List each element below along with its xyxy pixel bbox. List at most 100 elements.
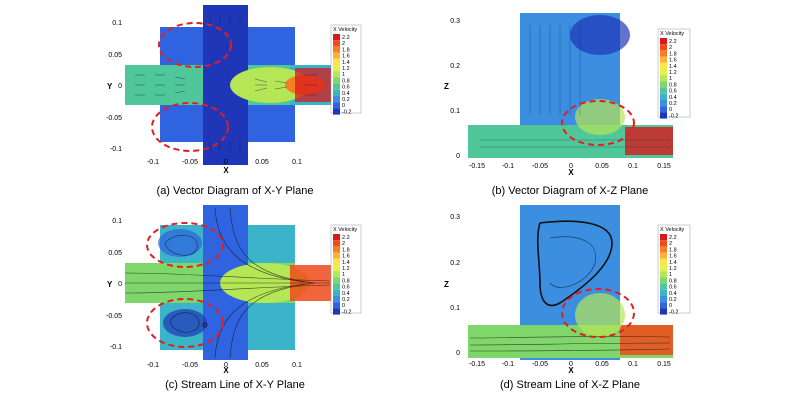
legend-level-label: 1 xyxy=(342,72,345,78)
legend-swatch xyxy=(333,271,340,278)
y-tick: 0 xyxy=(456,350,460,357)
stream-lines xyxy=(469,236,671,352)
legend-level-label: 0.6 xyxy=(669,285,677,291)
y-tick: 0 xyxy=(118,281,122,288)
recirculation-highlight-top xyxy=(146,222,224,268)
x-axis: -0.1 -0.05 0 0.05 0.1 X xyxy=(147,159,302,175)
legend-level-label: 2.2 xyxy=(669,235,677,241)
legend-swatch xyxy=(333,277,340,284)
legend-level-label: 1 xyxy=(669,76,672,82)
field-xz-jet xyxy=(575,293,625,337)
y-tick: 0.1 xyxy=(450,305,460,312)
x-tick: -0.15 xyxy=(469,163,485,170)
legend-swatch xyxy=(660,258,667,265)
y-tick: -0.1 xyxy=(110,146,122,153)
field-xy-low-top xyxy=(158,229,202,257)
x-tick: 0.1 xyxy=(292,362,302,369)
y-tick: 0.2 xyxy=(450,260,460,267)
y-tick: 0.3 xyxy=(450,18,460,25)
legend-swatch xyxy=(660,277,667,284)
x-tick: 0.05 xyxy=(255,362,269,369)
field-xz-outlet-hot xyxy=(620,325,673,355)
y-tick: 0.1 xyxy=(450,108,460,115)
legend-swatch xyxy=(660,296,667,303)
legend-swatch xyxy=(660,283,667,290)
legend-swatch xyxy=(660,100,667,107)
legend-swatch xyxy=(660,38,667,45)
legend-level-label: 0 xyxy=(669,107,672,113)
legend-swatch xyxy=(333,40,340,47)
legend-swatch xyxy=(660,265,667,272)
x-axis: -0.15 -0.1 -0.05 0 0.05 0.1 0.15 X xyxy=(469,361,671,375)
y-axis: 0.1 0.05 0 -0.05 -0.1 Y xyxy=(106,20,122,153)
legend-swatch xyxy=(660,69,667,76)
field-xz-low xyxy=(570,15,630,55)
legend-level-label: 0.8 xyxy=(342,278,350,284)
x-tick: 0.05 xyxy=(595,361,609,368)
legend-swatch xyxy=(660,106,667,113)
legend-swatch xyxy=(333,58,340,65)
y-tick: -0.1 xyxy=(110,344,122,351)
legend-level-label: 1 xyxy=(669,272,672,278)
legend-swatch xyxy=(660,289,667,296)
panel-b-caption: (b) Vector Diagram of X-Z Plane xyxy=(491,185,649,197)
recirculation-highlight-top xyxy=(158,22,232,68)
legend-swatch xyxy=(333,246,340,253)
legend-level-label: 1.6 xyxy=(669,254,677,260)
legend-level-label: 0.4 xyxy=(342,291,350,297)
legend-swatch xyxy=(333,34,340,41)
legend-level-label: 0.6 xyxy=(342,85,350,91)
y-tick: 0.3 xyxy=(450,214,460,221)
x-tick: 0.05 xyxy=(595,163,609,170)
legend-swatch xyxy=(333,52,340,59)
vortex-loop xyxy=(537,220,613,307)
legend-swatch xyxy=(660,56,667,63)
mixing-highlight xyxy=(561,100,635,146)
legend-swatch xyxy=(660,302,667,309)
legend-swatch xyxy=(660,87,667,94)
legend-swatch xyxy=(333,258,340,265)
legend-swatch xyxy=(333,296,340,303)
legend-swatch xyxy=(333,83,340,90)
legend-level-label: 1.8 xyxy=(342,247,350,253)
x-tick: 0.1 xyxy=(628,163,638,170)
mixing-highlight xyxy=(561,288,635,338)
legend-swatch xyxy=(660,246,667,253)
legend-level-label: 2.2 xyxy=(669,39,677,45)
vector-arrows xyxy=(480,25,670,148)
legend-swatch xyxy=(333,108,340,115)
legend-swatch xyxy=(333,102,340,109)
y-tick: 0.1 xyxy=(112,218,122,225)
legend-swatch xyxy=(660,271,667,278)
panel-b-plot: -0.15 -0.1 -0.05 0 0.05 0.1 0.15 X 0.3 0… xyxy=(444,13,691,177)
x-tick: 0.1 xyxy=(628,361,638,368)
y-tick: 0.1 xyxy=(112,20,122,27)
legend: X Velocity 2.221.81.61.41.210.80.60.40.2… xyxy=(657,28,691,119)
legend-level-label: 1.4 xyxy=(342,260,350,266)
legend-level-label: 1.2 xyxy=(669,266,677,272)
x-axis-label: X xyxy=(223,166,229,175)
x-tick: 0 xyxy=(224,362,228,369)
legend-swatch xyxy=(333,252,340,259)
legend-swatch xyxy=(333,77,340,84)
recirculation-highlight-bottom xyxy=(151,102,229,152)
y-axis: 0.3 0.2 0.1 0 Z xyxy=(444,18,460,160)
legend-level-label: 2 xyxy=(669,45,672,51)
legend-level-label: 0.8 xyxy=(342,78,350,84)
legend-level-label: 1.6 xyxy=(669,58,677,64)
legend-swatch xyxy=(333,234,340,241)
legend-swatch xyxy=(660,234,667,241)
y-tick: 0.2 xyxy=(450,63,460,70)
legend-level-label: 1.8 xyxy=(342,47,350,53)
legend-level-label: 1.2 xyxy=(342,266,350,272)
panel-c-plot: -0.1 -0.05 0 0.05 0.1 X 0.1 0.05 0 -0.05… xyxy=(106,205,362,375)
legend: X Velocity 2.221.81.61.41.210.80.60.40.2… xyxy=(330,24,362,115)
x-axis-label: X xyxy=(568,168,574,177)
legend-level-label: 1.4 xyxy=(342,60,350,66)
x-tick: -0.1 xyxy=(502,163,514,170)
legend-level-label: 1.4 xyxy=(669,64,677,70)
legend-swatch xyxy=(660,93,667,100)
x-tick: 0.15 xyxy=(657,163,671,170)
stream-lines xyxy=(124,207,331,359)
y-tick: 0 xyxy=(118,83,122,90)
